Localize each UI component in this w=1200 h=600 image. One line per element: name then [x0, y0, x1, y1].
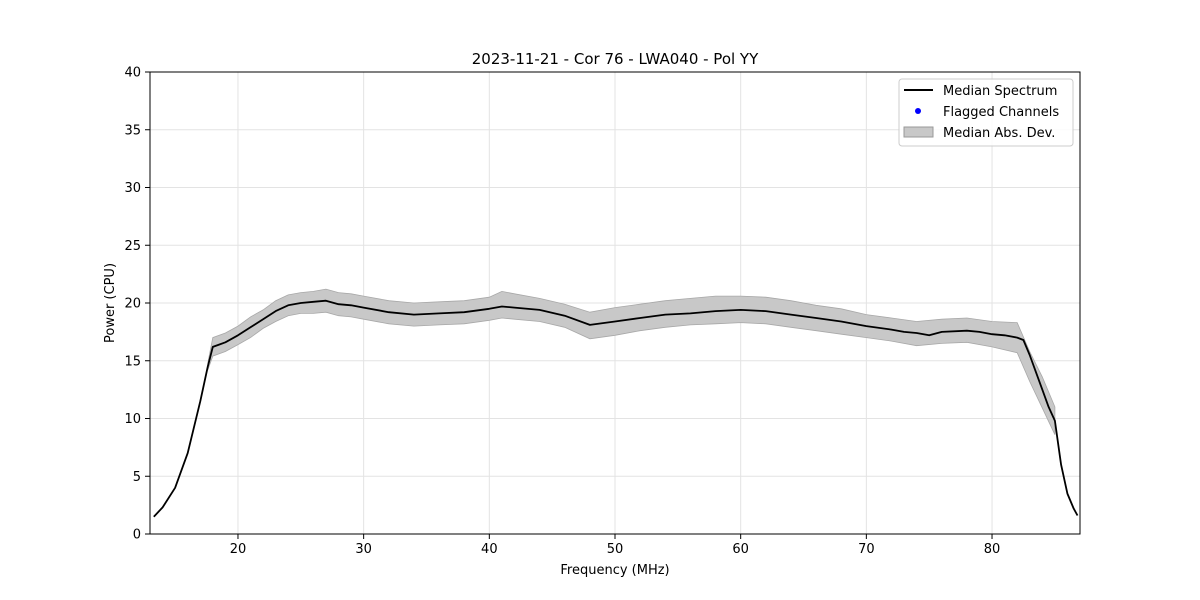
x-tick-label: 60 [732, 542, 749, 557]
y-tick-label: 10 [124, 412, 141, 427]
y-tick-label: 40 [124, 66, 141, 81]
y-tick-label: 20 [124, 297, 141, 312]
mad-band-layer [207, 288, 1056, 435]
y-axis-ticks: 0 5 10 15 20 25 30 35 40 [124, 66, 150, 543]
x-tick-label: 30 [355, 542, 372, 557]
legend-median-label: Median Spectrum [943, 84, 1057, 99]
x-tick-label: 70 [858, 542, 875, 557]
chart-title: 2023-11-21 - Cor 76 - LWA040 - Pol YY [472, 50, 759, 68]
y-tick-label: 25 [124, 239, 141, 254]
y-tick-label: 35 [124, 123, 141, 138]
legend-box [898, 78, 1074, 147]
median-line-layer [153, 299, 1079, 518]
x-axis-label: Frequency (MHz) [560, 563, 669, 578]
y-tick-label: 15 [124, 354, 141, 369]
x-tick-label: 20 [230, 542, 247, 557]
x-axis-ticks: 20 30 40 50 60 70 80 [230, 534, 1001, 557]
x-tick-label: 50 [607, 542, 624, 557]
y-tick-label: 0 [133, 528, 141, 543]
legend-mad-label: Median Abs. Dev. [943, 126, 1055, 141]
x-tick-label: 40 [481, 542, 498, 557]
legend: Median Spectrum Flagged Channels Median … [898, 78, 1074, 147]
x-tick-label: 80 [984, 542, 1001, 557]
mad-band-area [207, 288, 1056, 435]
legend-mad-band-swatch [903, 126, 934, 138]
legend-flagged-point-swatch [915, 108, 921, 114]
y-tick-label: 30 [124, 181, 141, 196]
median-spectrum-line [153, 299, 1079, 518]
y-tick-label: 5 [133, 470, 141, 485]
y-axis-label: Power (CPU) [103, 263, 118, 343]
legend-flagged-label: Flagged Channels [943, 105, 1059, 120]
